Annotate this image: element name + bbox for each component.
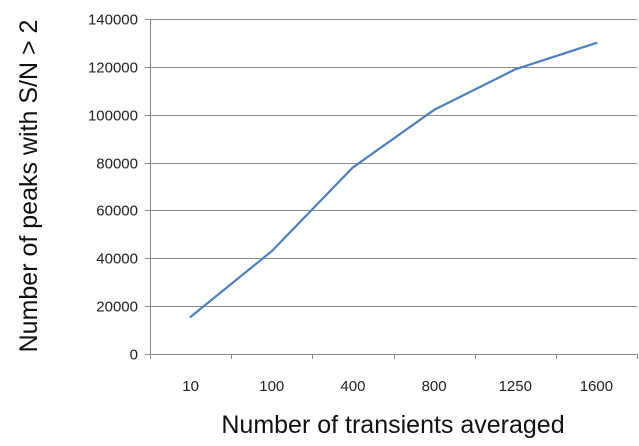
x-tick-label: 100 bbox=[259, 378, 284, 395]
y-tick-label: 100000 bbox=[88, 108, 138, 125]
x-tick-label: 400 bbox=[340, 378, 365, 395]
y-tick-label: 40000 bbox=[96, 251, 138, 268]
axes bbox=[145, 19, 638, 359]
series bbox=[189, 41, 598, 319]
x-tick-labels: 10 100 400 800 1250 1600 bbox=[182, 378, 613, 395]
y-tick-label: 0 bbox=[130, 347, 138, 364]
x-axis-title: Number of transients averaged bbox=[221, 411, 564, 439]
y-tick-labels: 0 20000 40000 60000 80000 100000 120000 140000 bbox=[88, 12, 138, 364]
y-axis-title: Number of peaks with S/N > 2 bbox=[15, 20, 43, 353]
y-tick-label: 120000 bbox=[88, 60, 138, 77]
y-tick-label: 60000 bbox=[96, 203, 138, 220]
x-tick-label: 1250 bbox=[499, 378, 532, 395]
series-line bbox=[189, 41, 598, 319]
x-tick-label: 800 bbox=[422, 378, 447, 395]
y-tick-label: 140000 bbox=[88, 12, 138, 29]
gridlines bbox=[150, 19, 637, 307]
y-tick-label: 20000 bbox=[96, 299, 138, 316]
x-tick-label: 10 bbox=[182, 378, 199, 395]
x-tick-label: 1600 bbox=[580, 378, 613, 395]
y-tick-label: 80000 bbox=[96, 156, 138, 173]
